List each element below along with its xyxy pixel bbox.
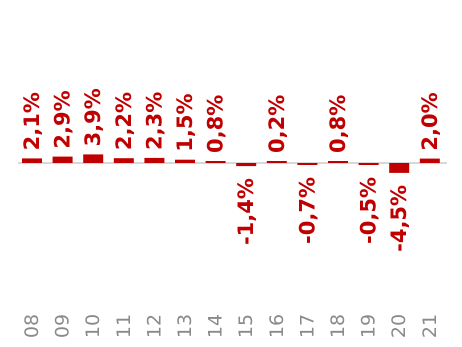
x-tick-label-19: 19 — [358, 314, 380, 338]
x-tick-label-09: 09 — [52, 314, 74, 338]
x-tick-label-12: 12 — [143, 314, 165, 338]
x-tick-label-18: 18 — [327, 314, 349, 338]
bar-12 — [144, 157, 165, 163]
x-tick-label-10: 10 — [82, 314, 104, 338]
bar-11 — [113, 158, 134, 163]
data-label-17: -0,7% — [295, 177, 319, 244]
data-label-08: 2,1% — [20, 92, 44, 150]
data-label-14: 0,8% — [204, 95, 228, 153]
data-label-10: 3,9% — [81, 88, 105, 146]
data-label-12: 2,3% — [142, 92, 166, 150]
data-label-21: 2,0% — [418, 92, 442, 150]
bar-17 — [297, 163, 318, 165]
x-tick-label-17: 17 — [296, 314, 318, 338]
x-tick-labels-group: 08 09 10 11 12 13 14 15 16 17 18 19 20 21 — [21, 314, 441, 338]
bar-16 — [266, 161, 287, 163]
bar-09 — [52, 156, 73, 163]
x-tick-label-20: 20 — [388, 314, 410, 338]
bar-15 — [236, 163, 257, 167]
bar-13 — [175, 159, 195, 163]
data-label-13: 1,5% — [173, 93, 197, 151]
x-tick-label-15: 15 — [235, 314, 257, 338]
bar-20 — [389, 163, 410, 173]
bar-19 — [358, 163, 379, 165]
bar-21 — [419, 158, 440, 163]
x-tick-label-08: 08 — [21, 314, 43, 338]
bar-18 — [328, 161, 348, 163]
data-label-16: 0,2% — [265, 95, 289, 153]
x-tick-label-16: 16 — [266, 314, 288, 338]
data-label-15: -1,4% — [234, 178, 258, 245]
data-label-11: 2,2% — [112, 92, 136, 150]
bar-08 — [22, 158, 42, 163]
data-label-20: -4,5% — [387, 185, 411, 252]
x-tick-label-21: 21 — [419, 314, 441, 338]
data-label-19: -0,5% — [357, 177, 381, 244]
data-label-09: 2,9% — [51, 90, 75, 148]
data-label-18: 0,8% — [326, 95, 350, 153]
x-tick-label-14: 14 — [205, 314, 227, 338]
x-tick-label-11: 11 — [113, 314, 135, 338]
bar-10 — [83, 154, 104, 163]
x-tick-label-13: 13 — [174, 314, 196, 338]
bars-group — [22, 154, 440, 173]
bar-14 — [205, 161, 226, 163]
bar-labels-group: 2,1% 2,9% 3,9% 2,2% 2,3% 1,5% 0,8%-1,4%0,2%-0,… — [20, 88, 442, 252]
